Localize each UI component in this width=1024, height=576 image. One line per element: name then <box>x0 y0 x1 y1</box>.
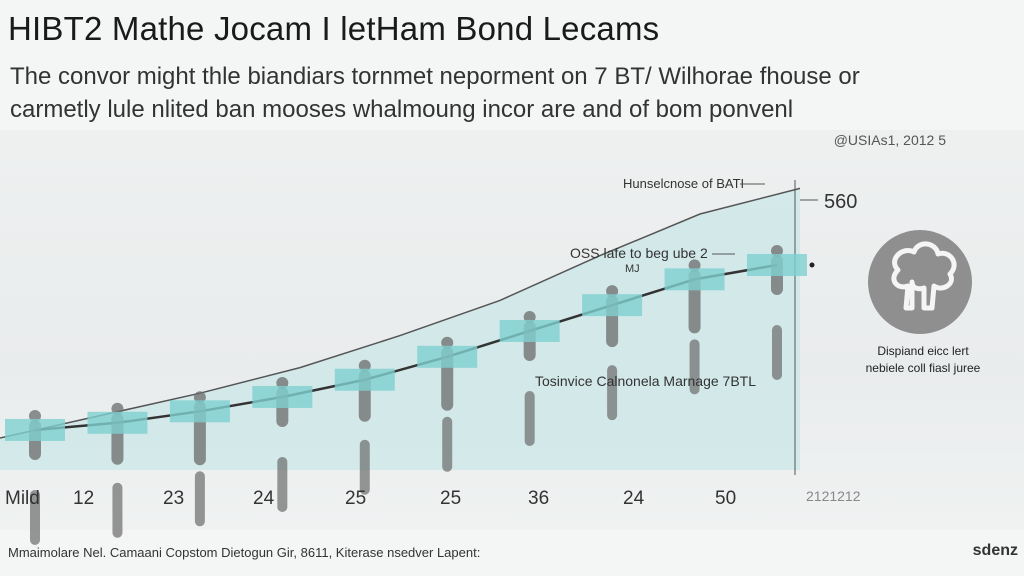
figure-lower <box>112 482 123 538</box>
data-marker <box>582 294 643 317</box>
x-tick-label: 36 <box>528 488 550 509</box>
figure-lower <box>277 456 288 512</box>
data-marker <box>664 268 725 291</box>
y-tick-label: 560 <box>824 191 857 213</box>
figure-lower <box>359 439 370 495</box>
chart-annotation: Hunselcnose of BATI <box>623 176 744 191</box>
chart-annotation: MJ <box>625 263 640 275</box>
x-tick-label: 50 <box>715 488 737 509</box>
data-marker <box>169 400 230 423</box>
figure-lower <box>607 365 618 421</box>
lower-series-line <box>34 263 778 432</box>
x-tick-label: 23 <box>163 488 185 509</box>
figure-lower <box>772 325 782 380</box>
chart-annotation: Tosinvice Calnonela Marnage 7BTL <box>535 373 756 389</box>
data-marker <box>87 411 148 434</box>
data-marker <box>334 368 395 391</box>
x-tick-label: 24 <box>623 488 645 509</box>
figure-lower <box>524 390 535 446</box>
tree-icon <box>868 230 972 334</box>
footer-source: Mmaimolare Nel. Camaani Copstom Dietogun… <box>8 545 481 560</box>
subtitle-line-1: The convor might thle biandiars tornmet … <box>10 63 860 90</box>
data-marker <box>252 385 313 408</box>
subtitle-line-2: carmetly lule nlited ban mooses whalmoun… <box>10 96 794 123</box>
upper-series-line <box>0 187 801 439</box>
data-marker <box>417 345 478 368</box>
data-marker <box>499 319 560 342</box>
side-label-line-2: nebiele coll fiasl juree <box>865 361 981 375</box>
page-subtitle: The convor might thle biandiars tornmet … <box>10 60 860 126</box>
brand-logo: sdenz <box>972 542 1018 559</box>
figure-lower <box>194 471 205 527</box>
figure-lower <box>689 339 700 395</box>
data-marker <box>5 418 65 441</box>
side-label-line-1: Dispiand eicc lert <box>877 344 969 358</box>
x-tick-label: 25 <box>345 488 367 509</box>
x-tick-label: 24 <box>253 488 275 509</box>
series-end-dot <box>809 262 815 268</box>
page-title: HIBT2 Mathe Jocam I letHam Bond Lecams <box>8 10 660 47</box>
x-tick-label: 2121212 <box>806 488 861 504</box>
side-panel-label: Dispiand eicc lert nebiele coll fiasl ju… <box>848 343 998 377</box>
x-tick-label: 12 <box>73 488 95 509</box>
x-tick-label: Mild <box>5 488 40 509</box>
figure-lower <box>30 489 40 545</box>
x-tick-label: 25 <box>440 488 462 509</box>
figure-lower <box>442 416 453 472</box>
data-marker <box>747 254 807 276</box>
source-date: @USIAs1, 2012 5 <box>833 132 946 148</box>
chart-annotation: OSS lafe to beg ube 2 <box>570 245 708 261</box>
